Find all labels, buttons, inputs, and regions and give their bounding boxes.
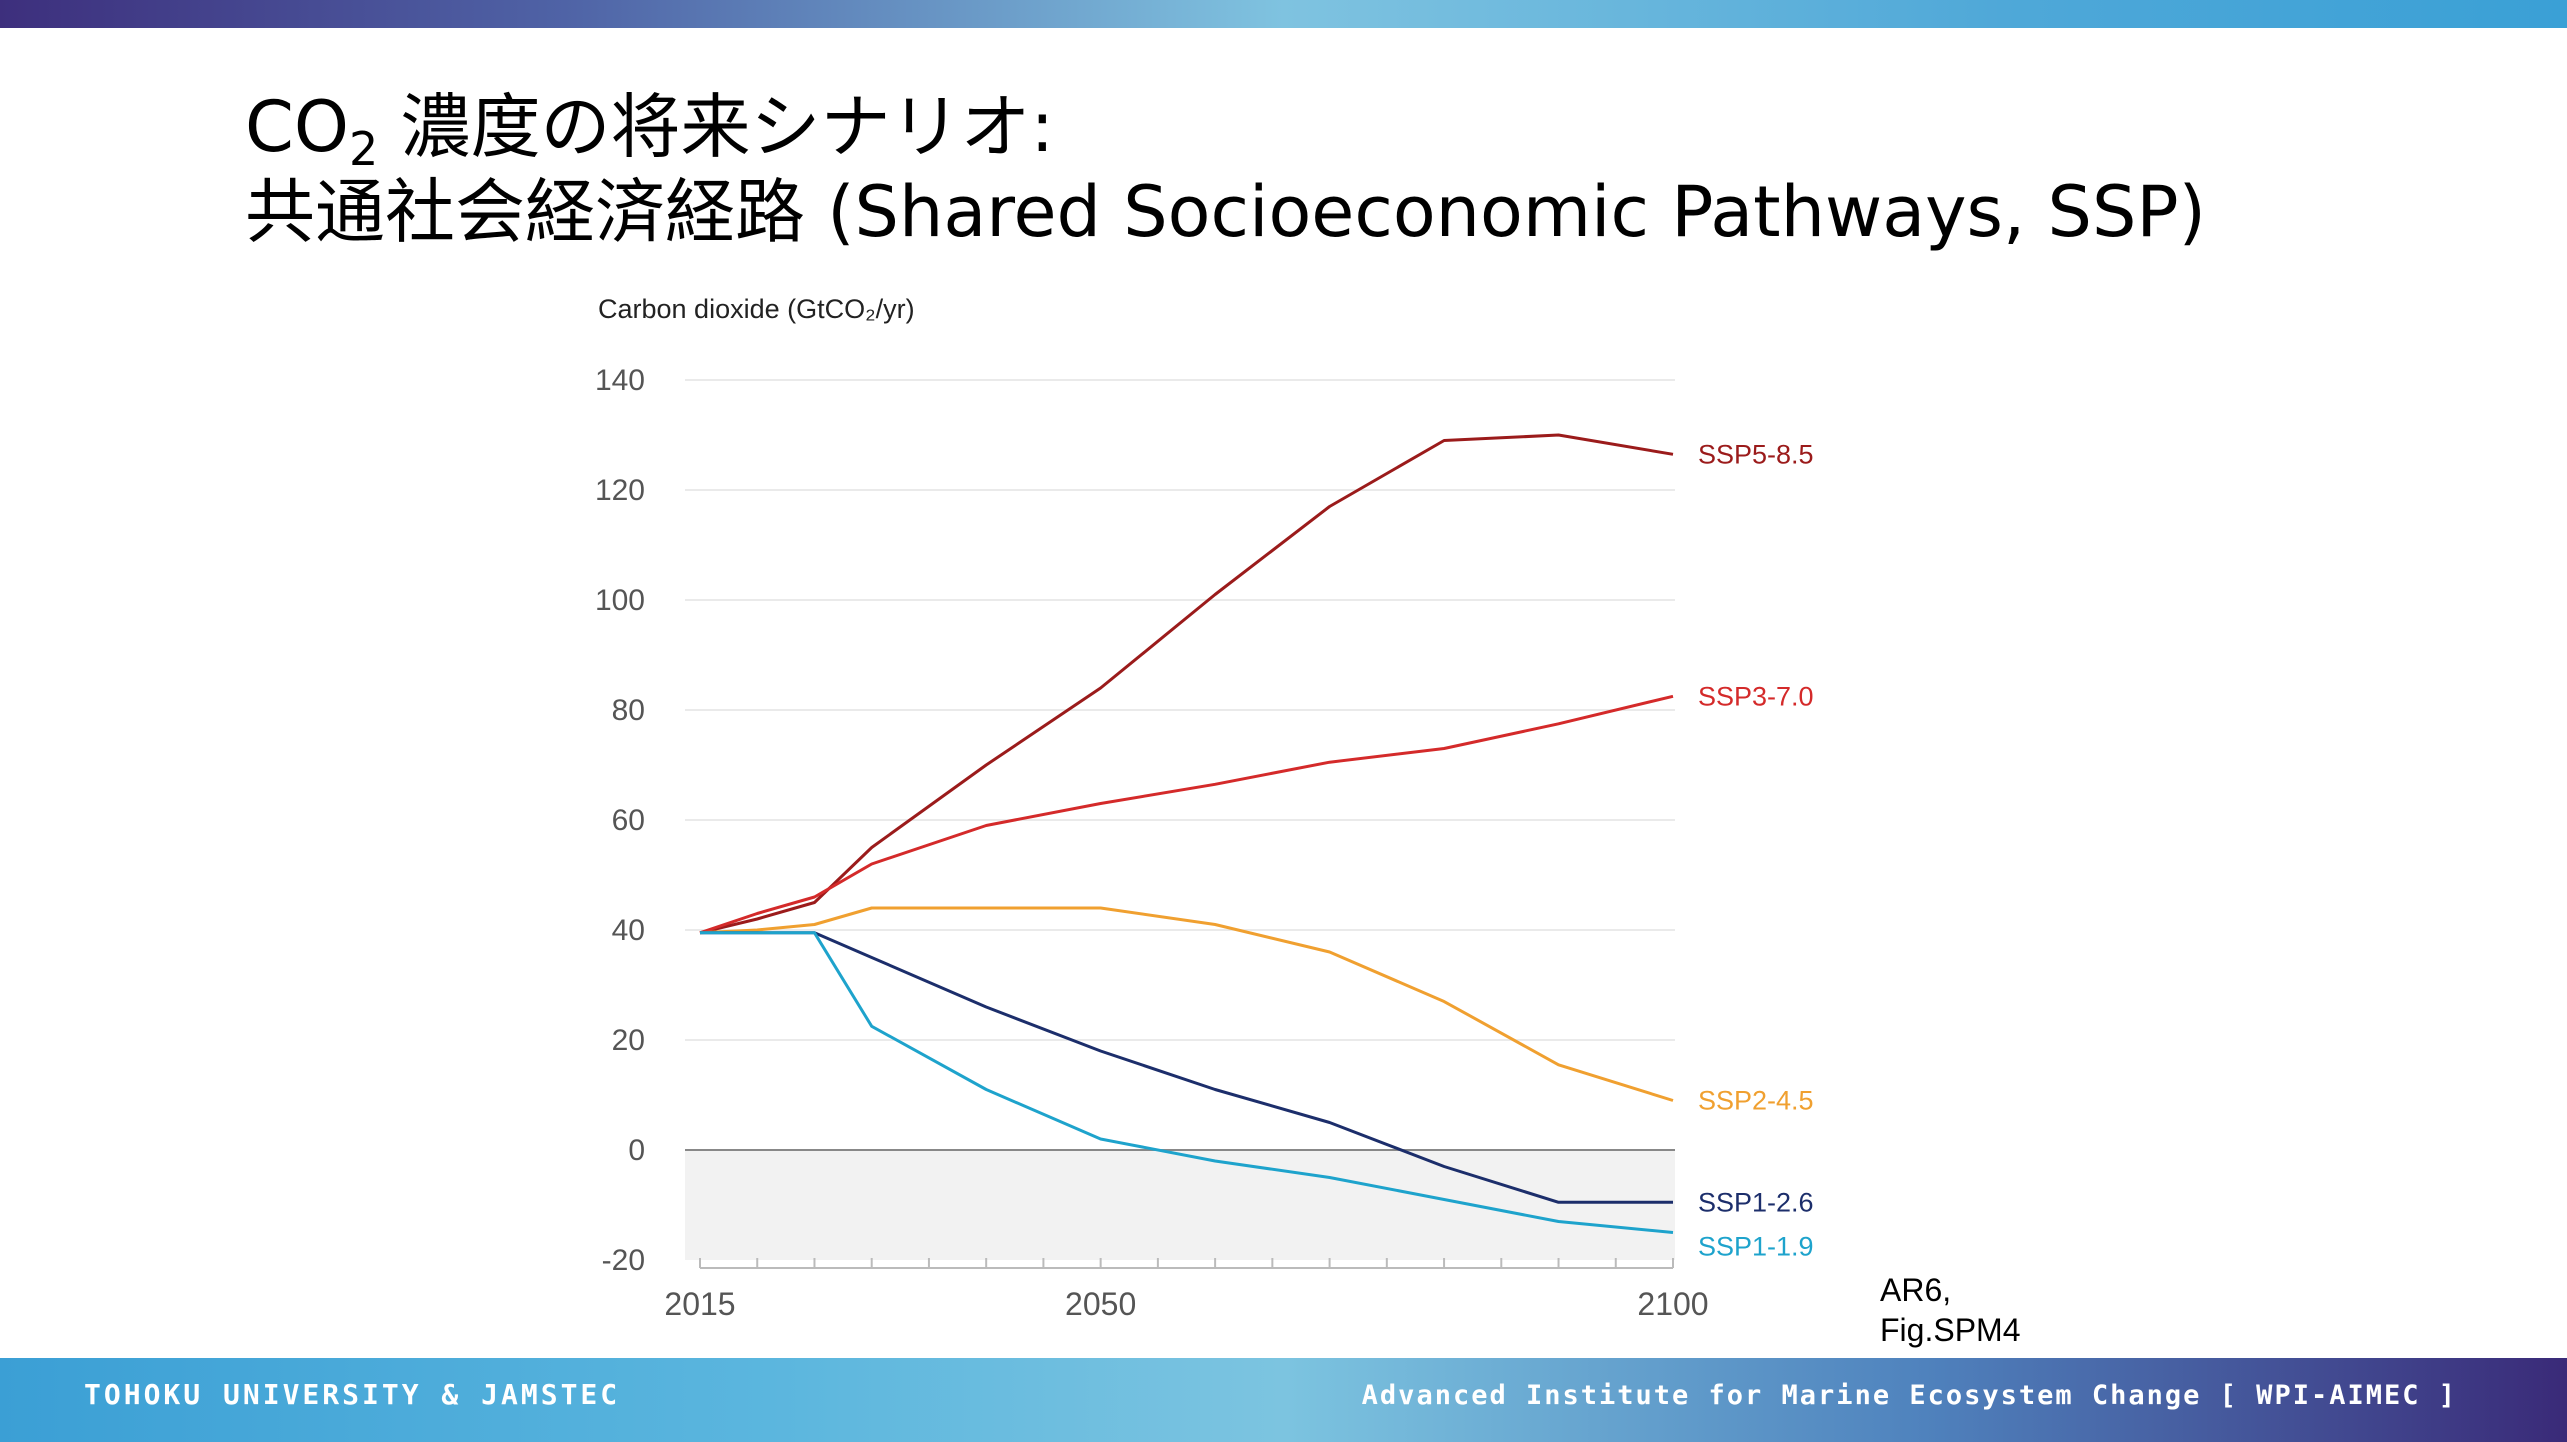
series-label: SSP1-1.9 <box>1698 1232 1814 1262</box>
series-lines <box>699 433 1674 1234</box>
title-line-1: CO2 濃度の将来シナリオ: <box>245 85 2206 172</box>
title-co-text: CO <box>245 86 349 168</box>
y-tick-label: 140 <box>595 364 645 397</box>
series-line-ssp1-1-9 <box>700 931 1674 1234</box>
y-tick-label: 60 <box>612 804 645 837</box>
footer-bar: TOHOKU UNIVERSITY & JAMSTEC Advanced Ins… <box>0 1358 2567 1442</box>
y-tick-label: 120 <box>595 474 645 507</box>
source-line-2: Fig.SPM4 <box>1880 1312 2021 1348</box>
negative-region <box>685 1150 1675 1260</box>
series-label: SSP5-8.5 <box>1698 439 1814 469</box>
y-tick-label: -20 <box>602 1244 645 1277</box>
y-tick-label: 40 <box>612 914 645 947</box>
source-line-1: AR6, <box>1880 1272 1952 1308</box>
y-tick-label: 80 <box>612 694 645 727</box>
x-tick-label: 2015 <box>664 1286 735 1322</box>
gridlines <box>685 379 1675 1151</box>
y-tick-label: 0 <box>628 1134 645 1167</box>
x-axis: 2015 2050 2100 <box>664 1258 1709 1322</box>
source-note: AR6, Fig.SPM4 <box>1880 1270 2020 1350</box>
x-tick-label: 2050 <box>1065 1286 1136 1322</box>
series-labels: SSP5-8.5 SSP3-7.0 SSP2-4.5 SSP1-2.6 SSP1-1.9 <box>1698 439 1814 1261</box>
y-tick-label: 20 <box>612 1024 645 1057</box>
series-line-ssp3-7-0 <box>699 694 1674 935</box>
series-line-ssp2-4-5 <box>699 906 1674 1102</box>
footer-right-text: Advanced Institute for Marine Ecosystem … <box>1361 1380 2457 1411</box>
co2-emissions-chart: Carbon dioxide (GtCO₂/yr) -20 0 20 40 60 80 10… <box>595 294 1814 1322</box>
title-line1-text: 濃度の将来シナリオ: <box>378 86 1055 168</box>
y-tick-label: 100 <box>595 584 645 617</box>
title-line-2: 共通社会経済経路 (Shared Socioeconomic Pathways,… <box>245 171 2206 253</box>
x-tick-label: 2100 <box>1637 1286 1708 1322</box>
series-label: SSP1-2.6 <box>1698 1187 1814 1217</box>
series-label: SSP2-4.5 <box>1698 1086 1814 1116</box>
page-title: CO2 濃度の将来シナリオ: 共通社会経済経路 (Shared Socioeco… <box>245 85 2206 255</box>
y-tick-labels: -20 0 20 40 60 80 100 120 140 <box>595 364 645 1277</box>
y-axis-label: Carbon dioxide (GtCO₂/yr) <box>598 294 915 324</box>
top-gradient-bar <box>0 0 2567 28</box>
series-line-ssp5-8-5 <box>699 433 1674 935</box>
title-subscript: 2 <box>348 122 379 176</box>
series-label: SSP3-7.0 <box>1698 681 1814 711</box>
footer-left-text: TOHOKU UNIVERSITY & JAMSTEC <box>84 1378 621 1411</box>
